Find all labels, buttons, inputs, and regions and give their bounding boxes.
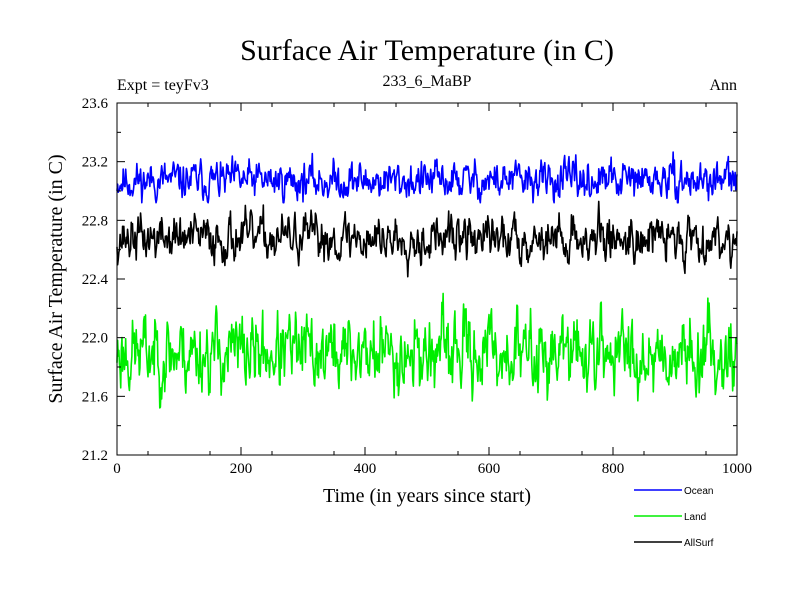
x-tick-label: 400 — [354, 461, 377, 477]
season-label: Ann — [709, 77, 737, 94]
y-axis-label: Surface Air Temperature (in C) — [45, 154, 67, 403]
y-tick-label: 21.2 — [82, 448, 108, 464]
x-tick-label: 1000 — [722, 461, 752, 477]
legend: Ocean Land AllSurf — [634, 486, 714, 549]
plot-frame — [116, 102, 738, 456]
legend-label-allsurf: AllSurf — [684, 538, 714, 549]
series-line-land — [116, 292, 738, 409]
x-tick-label: 800 — [602, 461, 625, 477]
y-tick-label: 22.8 — [82, 213, 108, 229]
x-axis-label: Time (in years since start) — [323, 485, 531, 507]
ticks-layer: 0 200 400 600 800 1000 21.2 21.6 22.0 22.4 22.8 23.… — [82, 96, 752, 477]
chart-title: Surface Air Temperature (in C) — [240, 34, 614, 67]
period-label: 233_6_MaBP — [383, 73, 472, 90]
y-tick-label: 23.6 — [82, 96, 109, 112]
series-line-ocean — [116, 151, 738, 204]
x-tick-label: 0 — [113, 461, 121, 477]
y-tick-label: 21.6 — [82, 389, 109, 405]
y-tick-label: 22.4 — [82, 272, 109, 288]
series-line-allsurf — [116, 200, 738, 278]
legend-label-ocean: Ocean — [684, 486, 713, 497]
series-layer — [116, 151, 738, 409]
experiment-label: Expt = teyFv3 — [117, 77, 209, 94]
y-tick-label: 23.2 — [82, 155, 108, 171]
legend-label-land: Land — [684, 512, 706, 523]
y-tick-label: 22.0 — [82, 331, 108, 347]
x-tick-label: 200 — [230, 461, 253, 477]
x-tick-label: 600 — [478, 461, 501, 477]
